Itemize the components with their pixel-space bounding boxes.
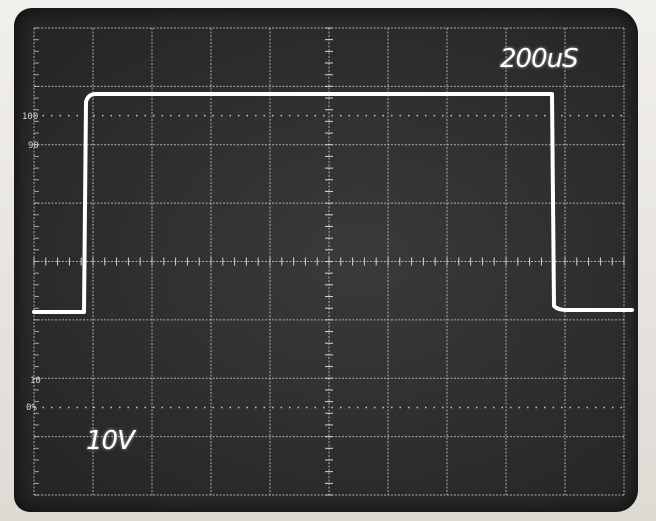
graticule (32, 27, 634, 496)
percent-mark-100: 100 (22, 112, 39, 122)
voltage-scale-label: 10V (86, 426, 135, 456)
square-wave-trace (32, 92, 634, 314)
timebase-label: 200uS (500, 44, 579, 74)
percent-mark-0: 0% (26, 403, 37, 413)
percent-mark-90: 90 (28, 141, 39, 151)
percent-mark-10: 10 (30, 376, 41, 386)
oscilloscope-screen (14, 8, 638, 512)
axis-ticks (33, 27, 625, 496)
